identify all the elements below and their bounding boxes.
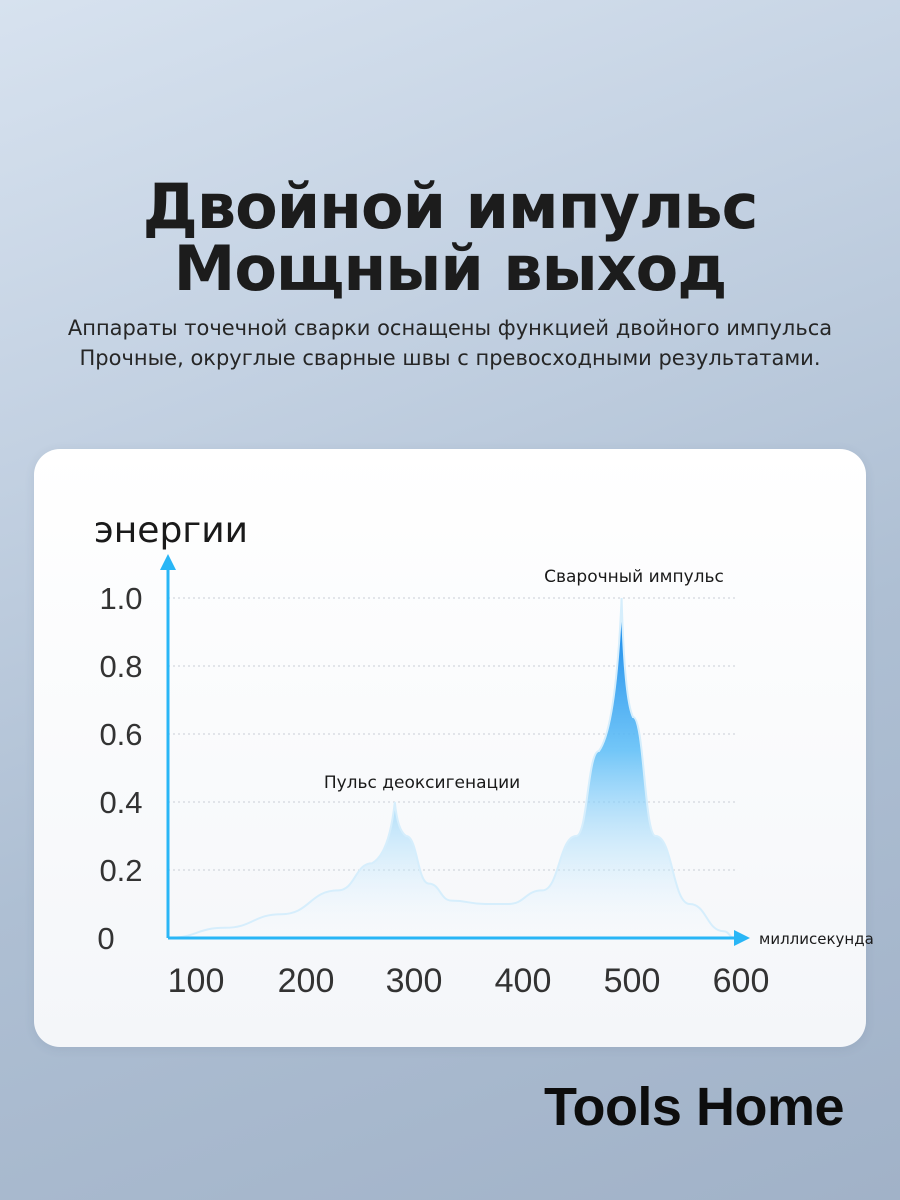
subtitle-line-1: Аппараты точечной сварки оснащены функци… <box>67 316 833 340</box>
y-axis-arrow <box>160 554 176 570</box>
x-tick-label-0: 100 <box>168 962 225 1000</box>
x-tick-label-4: 500 <box>604 962 661 1000</box>
tick-labels: 0 0.2 0.4 0.6 0.8 1.0 100 200 300 400 500 600 <box>97 581 769 1000</box>
energy-area <box>167 597 736 939</box>
x-tick-label-2: 300 <box>386 962 443 1000</box>
axis-labels: энергии миллисекунда <box>94 510 874 948</box>
y-tick-label-5: 1.0 <box>99 581 142 616</box>
y-tick-label-3: 0.6 <box>99 717 142 752</box>
title-line-2: Мощный выход <box>173 232 728 305</box>
x-tick-label-1: 200 <box>278 962 335 1000</box>
title-line-1: Двойной импульс <box>142 170 759 243</box>
annotation-0: Пульс деоксигенации <box>324 773 520 793</box>
x-axis-label: миллисекунда <box>759 930 874 948</box>
y-tick-label-0: 0 <box>97 921 114 956</box>
brand-text: Tools Home <box>543 1077 845 1137</box>
y-tick-label-4: 0.8 <box>99 649 142 684</box>
axes <box>160 554 750 946</box>
y-axis-label: энергии <box>94 510 248 551</box>
x-axis-arrow <box>734 930 750 946</box>
x-tick-label-3: 400 <box>495 962 552 1000</box>
annotation-1: Сварочный импульс <box>544 567 724 587</box>
chart-card <box>34 449 866 1047</box>
y-tick-label-1: 0.2 <box>99 853 142 888</box>
annotations: Пульс деоксигенации Сварочный импульс <box>324 567 724 793</box>
subtitle-line-2: Прочные, округлые сварные швы с превосхо… <box>79 346 821 370</box>
x-tick-label-5: 600 <box>713 962 770 1000</box>
y-tick-label-2: 0.4 <box>99 785 142 820</box>
area-series <box>167 597 736 939</box>
